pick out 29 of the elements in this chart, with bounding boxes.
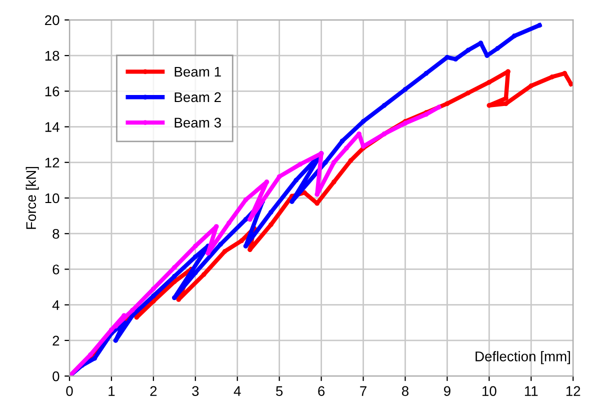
x-tick-label: 7 <box>360 386 366 396</box>
y-tick-label: 20 <box>45 15 60 26</box>
y-tick-label: 14 <box>45 122 60 132</box>
x-tick-label: 1 <box>108 386 115 396</box>
y-tick-label: 18 <box>45 50 60 61</box>
x-tick-label: 4 <box>234 386 241 396</box>
y-tick-label: 12 <box>45 158 60 168</box>
y-tick-label: 2 <box>52 336 60 346</box>
y-tick-label: 16 <box>45 86 60 96</box>
y-tick-label: 6 <box>52 264 60 274</box>
y-tick-label: 8 <box>52 228 60 239</box>
x-tick-label: 3 <box>192 386 199 396</box>
x-tick-label: 8 <box>402 386 408 396</box>
x-tick-label: 12 <box>566 386 580 396</box>
x-axis-title: Deflection [mm] <box>476 351 570 364</box>
x-tick-label: 11 <box>524 386 538 396</box>
legend-label: Beam 2 <box>174 92 221 102</box>
x-tick-label: 9 <box>444 386 450 396</box>
x-tick-label: 5 <box>276 386 283 396</box>
legend-label: Beam 3 <box>174 118 221 128</box>
x-tick-label: 2 <box>150 386 157 396</box>
y-tick-label: 10 <box>45 193 60 204</box>
x-tick-label: 6 <box>318 386 325 396</box>
y-axis-title: Force [kN] <box>26 166 39 229</box>
x-tick-label: 10 <box>482 386 496 396</box>
y-tick-label: 0 <box>52 371 60 382</box>
x-tick-label: 0 <box>66 386 73 396</box>
y-tick-label: 4 <box>52 300 60 310</box>
legend-label: Beam 1 <box>174 67 221 77</box>
